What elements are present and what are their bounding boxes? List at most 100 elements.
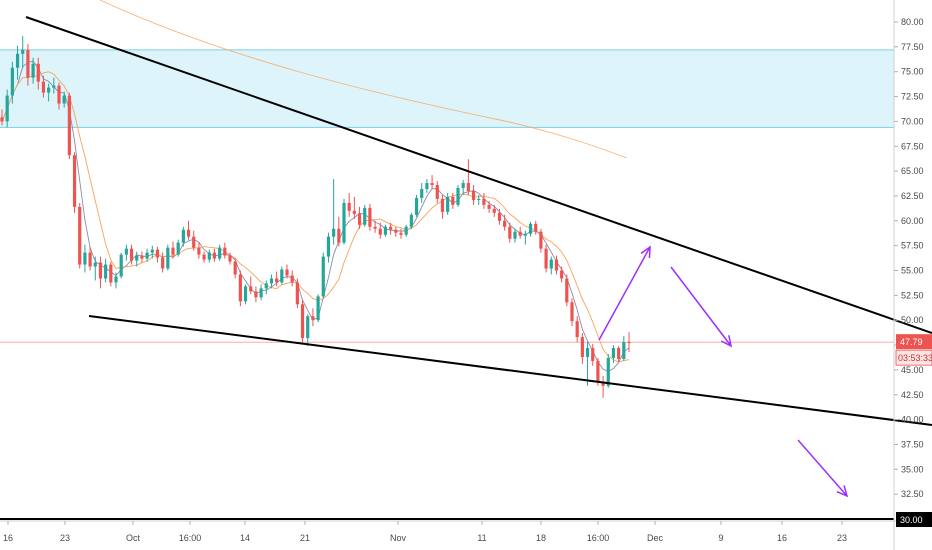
candle [332, 179, 336, 245]
candle-body [430, 183, 434, 186]
candle-body [347, 202, 351, 211]
time-tick-label: 23 [60, 533, 70, 543]
time-tick-label: 23 [837, 533, 847, 543]
candle [378, 222, 382, 239]
candle [290, 270, 294, 287]
projection-arrow-down-1[interactable] [670, 266, 733, 348]
candle-body [104, 264, 108, 279]
projection-arrow-up-head [640, 245, 651, 259]
candle-body [337, 228, 341, 243]
price-tick-label: 80.00 [901, 17, 924, 27]
candle-body [0, 117, 4, 122]
projection-arrow-down-2[interactable] [797, 439, 849, 498]
candle [62, 91, 66, 108]
price-tick-label: 70.00 [901, 116, 924, 126]
candle [98, 256, 103, 289]
candle-body [528, 223, 533, 234]
projection-arrow-down-1-head [720, 335, 733, 348]
candle [487, 200, 491, 213]
candle-body [197, 247, 201, 255]
candle-body [233, 261, 237, 275]
candle-body [15, 53, 20, 68]
candle-body [497, 212, 502, 221]
candle [611, 345, 616, 363]
candle-body [363, 207, 367, 225]
candle-body [534, 223, 538, 232]
price-tick-label: 57.50 [901, 241, 924, 251]
candle [471, 185, 476, 205]
candle [513, 228, 517, 243]
candle-body [295, 282, 299, 305]
candle [36, 57, 40, 90]
badges-layer: 47.79 03:53:33 30.00 [895, 334, 932, 527]
candle [124, 244, 128, 261]
falling-support-trendline[interactable] [88, 315, 932, 426]
candle [622, 336, 626, 361]
candle-body [192, 236, 196, 248]
candle-body [585, 348, 590, 357]
candle-body [399, 232, 403, 235]
candle [119, 252, 123, 279]
candle [269, 274, 274, 289]
candle [321, 252, 325, 299]
candle-body [425, 183, 429, 189]
candle [352, 196, 356, 219]
time-tick-label: 14 [240, 533, 250, 543]
candle-body [456, 187, 460, 205]
candle-body [560, 270, 564, 279]
candle [326, 232, 331, 263]
candle [337, 216, 341, 247]
candle [446, 192, 450, 215]
candle [249, 276, 253, 295]
time-tick-label: 18 [536, 533, 546, 543]
candle-body [544, 248, 548, 269]
candle [477, 194, 481, 205]
candle-body [36, 63, 40, 82]
candle-body [420, 188, 424, 198]
candle-body [580, 337, 584, 357]
candle [497, 208, 502, 225]
candle [539, 228, 543, 253]
candle-body [280, 269, 284, 283]
candle [166, 244, 170, 271]
candle-body [523, 233, 527, 236]
candle [399, 228, 403, 239]
candle-body [503, 220, 507, 227]
candle-body [622, 342, 626, 359]
candle-body [21, 49, 25, 54]
candle-body [451, 196, 455, 205]
candle [26, 43, 30, 86]
candle [492, 204, 496, 217]
candle [275, 271, 279, 287]
candle-body [98, 262, 103, 279]
candle-body [264, 283, 268, 289]
candle-body [404, 226, 408, 235]
candle-body [114, 276, 118, 283]
candle-body [176, 242, 180, 255]
candle-body [575, 321, 579, 338]
candle [575, 316, 579, 343]
candle-body [477, 198, 481, 200]
projection-arrow-up[interactable] [598, 245, 651, 341]
candle-body [88, 252, 92, 267]
candle [368, 203, 372, 231]
candle-body [52, 85, 56, 88]
time-tick-label: 16:00 [179, 533, 202, 543]
candle [280, 266, 284, 285]
candle-body [83, 252, 87, 265]
candle [363, 204, 367, 227]
candle-body [145, 252, 149, 259]
candle [192, 230, 196, 251]
candle [347, 192, 351, 217]
countdown-badge [895, 349, 932, 366]
falling-resistance-trendline[interactable] [25, 16, 932, 334]
candle [549, 256, 553, 275]
candle [591, 344, 595, 366]
candle [228, 252, 232, 265]
projection-arrows-layer [598, 245, 849, 498]
candle [52, 77, 56, 94]
candle-body [321, 256, 325, 297]
candle-body [368, 207, 372, 227]
candle [389, 222, 393, 235]
